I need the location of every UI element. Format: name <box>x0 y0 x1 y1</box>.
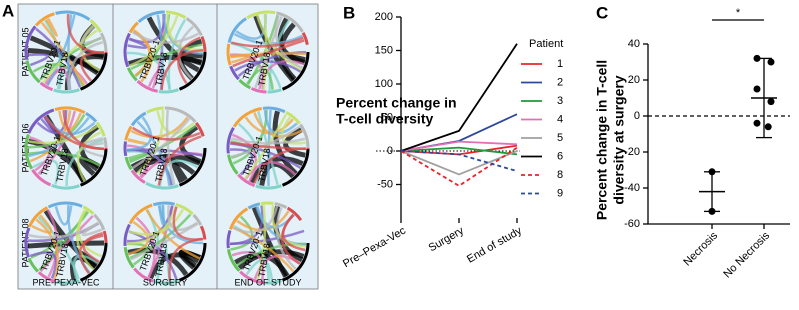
y-tick-label: -60 <box>624 218 640 230</box>
x-tick-label: End of study <box>465 224 524 265</box>
column-label: SURGERY <box>143 277 187 287</box>
x-tick-label: Surgery <box>427 224 467 254</box>
chord-arc <box>125 141 126 155</box>
data-point <box>709 208 716 215</box>
y-axis-label: T-cell diversity <box>336 111 433 127</box>
y-axis-label: Percent change in T-cell <box>594 60 610 220</box>
legend-label: 9 <box>557 187 563 199</box>
chord-diagram <box>26 108 106 188</box>
legend-label: 2 <box>557 76 563 88</box>
x-tick-label: Necrosis <box>681 229 720 268</box>
data-point <box>754 120 761 127</box>
y-axis-label: diversity at surgery <box>611 75 627 204</box>
legend-label: 8 <box>557 169 563 181</box>
y-tick-label: 200 <box>375 11 393 23</box>
chord-arc <box>153 203 174 205</box>
y-tick-label: 40 <box>628 38 640 50</box>
data-point <box>768 98 775 105</box>
data-point <box>768 59 775 66</box>
column-label: END OF STUDY <box>234 277 301 287</box>
legend-label: 4 <box>557 113 563 125</box>
data-point <box>754 55 761 62</box>
x-tick-label: No Necrosis <box>721 229 772 280</box>
y-tick-label: 20 <box>628 74 640 86</box>
y-tick-label: 150 <box>375 44 393 56</box>
legend-label: 3 <box>557 95 563 107</box>
chord-arc <box>105 137 106 148</box>
legend-label: 1 <box>557 58 563 70</box>
y-tick-label: -50 <box>377 178 393 190</box>
y-tick-label: 100 <box>375 78 393 90</box>
chord-arc <box>261 203 273 204</box>
legend-label: 5 <box>557 132 563 144</box>
data-point <box>765 123 772 130</box>
legend-title: Patient <box>529 38 563 50</box>
y-tick-label: 0 <box>634 110 640 122</box>
panel-label: A <box>2 1 14 20</box>
data-point <box>709 168 716 175</box>
legend-label: 6 <box>557 150 563 162</box>
data-point <box>754 86 761 93</box>
series-line <box>401 151 517 171</box>
column-label: PRE-PEXA-VEC <box>32 277 100 287</box>
significance-label: * <box>736 7 741 19</box>
panel-label: B <box>343 3 355 22</box>
panel-label: C <box>596 3 608 22</box>
y-axis-label: Percent change in <box>336 95 457 111</box>
x-tick-label: Pre–Pexa-Vec <box>341 224 408 270</box>
